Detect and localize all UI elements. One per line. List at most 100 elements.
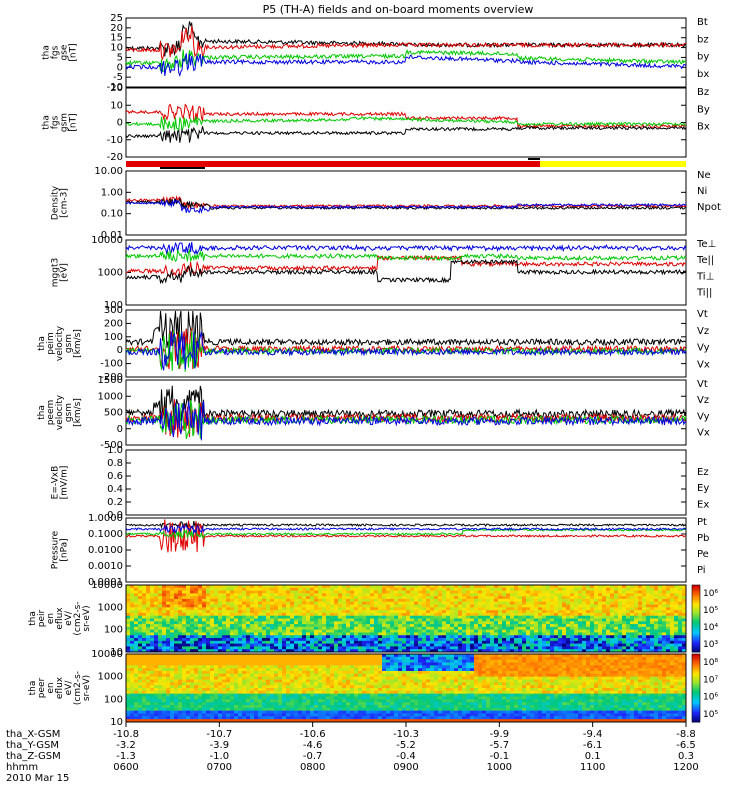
heatmap-cell: [146, 626, 151, 631]
heatmap-cell: [362, 626, 367, 631]
heatmap-cell: [454, 593, 459, 597]
heatmap-cell: [294, 610, 299, 614]
heatmap-cell: [302, 604, 307, 608]
heatmap-cell: [346, 604, 351, 608]
heatmap-cell: [202, 649, 207, 653]
heatmap-cell: [406, 662, 411, 666]
heatmap-cell: [666, 607, 671, 611]
heatmap-cell: [138, 612, 143, 617]
heatmap-cell: [142, 607, 147, 611]
heatmap-cell: [510, 662, 515, 666]
heatmap-cell: [454, 624, 459, 628]
heatmap-cell: [606, 640, 611, 645]
heatmap-cell: [494, 626, 499, 631]
heatmap-cell: [362, 632, 367, 636]
heatmap-cell: [126, 659, 131, 663]
heatmap-cell: [586, 626, 591, 631]
heatmap-cell: [294, 601, 299, 606]
heatmap-cell: [514, 671, 519, 675]
heatmap-cell: [294, 659, 299, 663]
heatmap-cell: [378, 621, 383, 625]
colorbar-tick: 10⁴: [703, 623, 718, 633]
heatmap-cell: [606, 618, 611, 622]
colorbar-cell: [692, 615, 700, 618]
heatmap-cell: [330, 612, 335, 617]
heatmap-cell: [170, 665, 175, 669]
heatmap-cell: [474, 610, 479, 614]
heatmap-cell: [438, 593, 443, 597]
heatmap-cell: [566, 635, 571, 639]
heatmap-cell: [402, 621, 407, 625]
heatmap-cell: [466, 656, 471, 661]
heatmap-cell: [438, 673, 443, 678]
heatmap-cell: [406, 615, 411, 619]
heatmap-cell: [470, 656, 475, 661]
heatmap-cell: [502, 615, 507, 619]
heatmap-cell: [434, 662, 439, 666]
heatmap-cell: [266, 635, 271, 639]
heatmap-cell: [330, 604, 335, 608]
heatmap-cell: [570, 640, 575, 645]
heatmap-cell: [298, 610, 303, 614]
heatmap-cell: [502, 635, 507, 639]
heatmap-cell: [310, 656, 315, 661]
ytick-label: 0.1000: [88, 529, 123, 540]
heatmap-cell: [286, 679, 291, 683]
heatmap-cell: [654, 610, 659, 614]
heatmap-cell: [402, 632, 407, 636]
heatmap-cell: [314, 676, 319, 680]
heatmap-cell: [162, 671, 167, 675]
heatmap-cell: [254, 654, 259, 658]
heatmap-cell: [518, 624, 523, 628]
heatmap-cell: [486, 607, 491, 611]
heatmap-cell: [294, 662, 299, 666]
heatmap-cell: [474, 656, 479, 661]
heatmap-cell: [646, 604, 651, 608]
heatmap-cell: [558, 590, 563, 594]
heatmap-cell: [334, 646, 339, 650]
heatmap-cell: [670, 612, 675, 617]
heatmap-cell: [398, 629, 403, 633]
heatmap-cell: [174, 607, 179, 611]
heatmap-cell: [210, 632, 215, 636]
heatmap-cell: [346, 598, 351, 603]
heatmap-cell: [422, 624, 427, 628]
heatmap-cell: [506, 632, 511, 636]
heatmap-cell: [206, 604, 211, 608]
heatmap-cell: [450, 646, 455, 650]
heatmap-cell: [390, 601, 395, 606]
heatmap-cell: [626, 610, 631, 614]
heatmap-cell: [314, 656, 319, 661]
heatmap-cell: [378, 649, 383, 653]
heatmap-cell: [258, 632, 263, 636]
heatmap-cell: [238, 618, 243, 622]
heatmap-cell: [442, 621, 447, 625]
heatmap-cell: [330, 659, 335, 663]
heatmap-cell: [134, 679, 139, 683]
heatmap-cell: [618, 649, 623, 653]
heatmap-cell: [606, 598, 611, 603]
heatmap-cell: [494, 643, 499, 647]
heatmap-cell: [502, 668, 507, 672]
heatmap-cell: [630, 654, 635, 658]
heatmap-cell: [382, 676, 387, 680]
heatmap-cell: [402, 587, 407, 592]
heatmap-cell: [270, 656, 275, 661]
heatmap-cell: [150, 629, 155, 633]
heatmap-cell: [526, 632, 531, 636]
heatmap-cell: [670, 662, 675, 666]
heatmap-cell: [130, 632, 135, 636]
heatmap-cell: [230, 618, 235, 622]
heatmap-cell: [370, 643, 375, 647]
heatmap-cell: [254, 638, 259, 642]
heatmap-cell: [374, 668, 379, 672]
heatmap-cell: [518, 593, 523, 597]
heatmap-cell: [166, 585, 171, 589]
heatmap-cell: [506, 626, 511, 631]
heatmap-cell: [606, 587, 611, 592]
heatmap-cell: [158, 676, 163, 680]
heatmap-cell: [530, 676, 535, 680]
heatmap-cell: [150, 615, 155, 619]
heatmap-cell: [490, 640, 495, 645]
